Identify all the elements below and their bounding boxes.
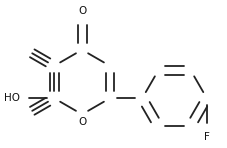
Text: O: O: [78, 6, 86, 16]
Text: F: F: [203, 132, 209, 142]
Text: HO: HO: [4, 93, 20, 103]
Text: O: O: [78, 117, 86, 127]
